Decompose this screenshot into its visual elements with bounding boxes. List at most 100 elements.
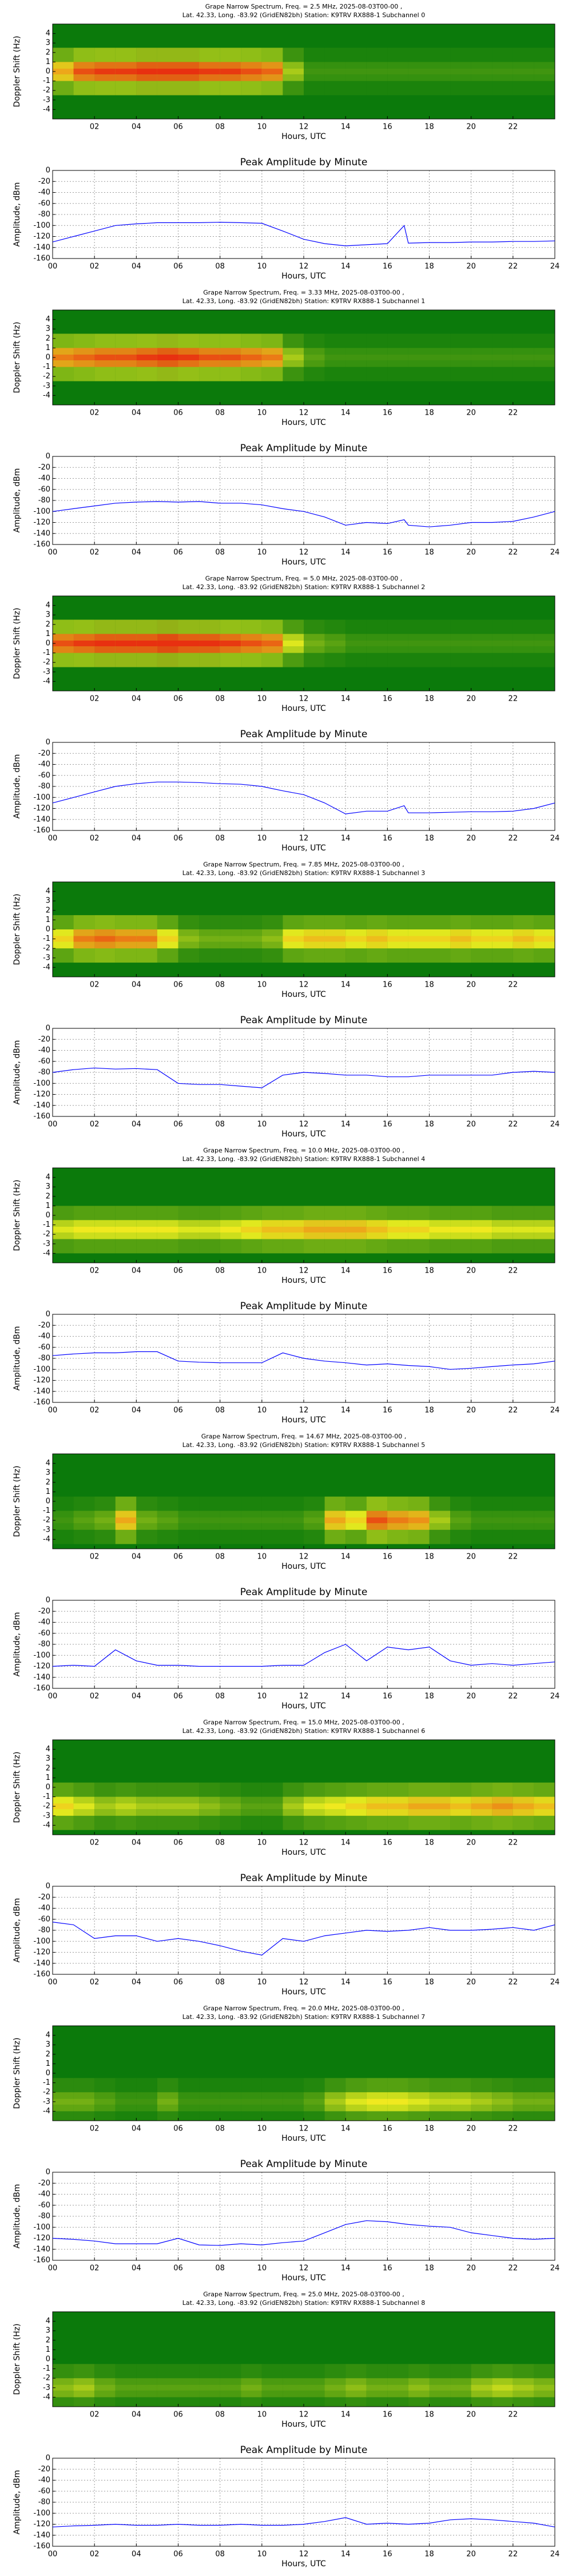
y-tick-label: -1 (43, 2078, 50, 2087)
spectrum-core (492, 2098, 513, 2105)
spectrum-core (429, 936, 451, 942)
y-tick-label: -2 (43, 2088, 50, 2097)
spectrum-core (94, 936, 116, 942)
spectrum-core (178, 1803, 200, 1810)
spectrum-core (53, 641, 74, 646)
x-axis-label: Hours, UTC (281, 132, 326, 141)
y-tick-label: -20 (38, 177, 50, 186)
y-axis-label: Doppler Shift (Hz) (13, 1180, 22, 1251)
x-tick-label: 18 (424, 834, 434, 843)
amplitude-line (52, 501, 555, 527)
x-axis-label: Hours, UTC (281, 2559, 326, 2569)
y-tick-label: 2 (46, 1192, 50, 1200)
x-tick-label: 14 (341, 409, 351, 418)
y-tick-label: 0 (46, 1024, 50, 1033)
spectrum-core (366, 1517, 388, 1524)
x-tick-label: 16 (383, 1978, 392, 1987)
spectrum-core (136, 69, 157, 74)
y-tick-label: -1 (43, 935, 50, 943)
chart-title: Grape Narrow Spectrum, Freq. = 14.67 MHz… (201, 1433, 407, 1440)
spectrum-core (73, 1803, 95, 1810)
spectrum-core (178, 2098, 200, 2105)
spectrum-core (492, 355, 513, 360)
y-tick-label: -2 (43, 1802, 50, 1811)
x-tick-label: 22 (509, 834, 518, 843)
spectrum-core (534, 355, 555, 360)
y-tick-label: 0 (46, 639, 50, 648)
plot-frame (52, 309, 555, 406)
spectrum-core (178, 1517, 200, 1524)
x-tick-label: 12 (299, 409, 309, 418)
spectrum-core (53, 1517, 74, 1524)
x-tick-label: 18 (424, 548, 434, 557)
y-tick-label: -60 (38, 1343, 50, 1351)
y-tick-label: -160 (33, 1684, 50, 1693)
chart-title: Peak Amplitude by Minute (240, 2158, 368, 2170)
spectrum-core (450, 1803, 471, 1810)
spectrum-core (345, 355, 367, 360)
spectrum-core (115, 1226, 137, 1233)
x-tick-label: 16 (383, 409, 392, 418)
x-tick-label: 18 (424, 695, 434, 703)
y-tick-label: 3 (46, 2041, 50, 2049)
spectrum-core (220, 2384, 241, 2391)
y-tick-label: -1 (43, 1792, 50, 1801)
spectrum-core (471, 2384, 492, 2391)
spectrum-core (513, 1517, 534, 1524)
y-tick-label: -3 (43, 953, 50, 962)
x-tick-label: 10 (257, 1267, 267, 1275)
spectrum-core (199, 2384, 220, 2391)
spectrum-core (471, 1803, 492, 1810)
spectrum-core (241, 1226, 262, 1233)
y-tick-label: -120 (33, 518, 50, 527)
spectrum-core (136, 1517, 157, 1524)
x-tick-label: 12 (299, 834, 309, 843)
x-axis-label: Hours, UTC (281, 1276, 326, 1285)
spectrum-core (73, 1517, 95, 1524)
spectrum-core (283, 69, 304, 74)
spectrum-core (324, 641, 346, 646)
spectrum-core (492, 936, 513, 942)
y-axis-label: Amplitude, dBm (13, 1326, 22, 1391)
spectrum-core (366, 936, 388, 942)
spectrum-core (73, 2384, 95, 2391)
y-tick-label: -140 (33, 1101, 50, 1110)
spectrum-core (304, 355, 325, 360)
y-tick-label: -100 (33, 1651, 50, 1660)
y-axis-label: Doppler Shift (Hz) (13, 2038, 22, 2109)
plot-frame (52, 1314, 555, 1403)
x-tick-label: 20 (466, 1120, 476, 1129)
spectrum-core (324, 1517, 346, 1524)
y-tick-label: -4 (43, 2393, 50, 2402)
x-tick-label: 06 (173, 2411, 183, 2419)
spectrum-core (345, 1517, 367, 1524)
x-tick-label: 04 (132, 1120, 141, 1129)
y-tick-label: -80 (38, 1926, 50, 1935)
x-tick-label: 06 (173, 123, 183, 132)
spectrum-core (157, 2098, 178, 2105)
y-tick-label: 3 (46, 39, 50, 47)
spectrum-core (261, 1803, 283, 1810)
chart-subtitle: Lat. 42.33, Long. -83.92 (GridEN82bh) St… (182, 1155, 425, 1163)
y-tick-label: -160 (33, 1398, 50, 1407)
x-tick-label: 14 (341, 1978, 351, 1987)
spectrum-core (304, 1517, 325, 1524)
spectrum-core (324, 936, 346, 942)
spectrum-core (387, 641, 408, 646)
x-tick-label: 20 (466, 2125, 476, 2133)
y-tick-label: -40 (38, 188, 50, 197)
y-tick-label: -20 (38, 2179, 50, 2188)
spectrum-core (157, 1517, 178, 1524)
chart-title: Peak Amplitude by Minute (240, 157, 368, 168)
x-tick-label: 16 (383, 1553, 392, 1561)
chart-title: Grape Narrow Spectrum, Freq. = 3.33 MHz,… (203, 289, 404, 296)
x-tick-label: 14 (341, 1839, 351, 1847)
x-tick-label: 00 (48, 1978, 58, 1987)
x-tick-label: 16 (383, 263, 392, 271)
chart-subtitle: Lat. 42.33, Long. -83.92 (GridEN82bh) St… (182, 869, 425, 877)
x-tick-label: 04 (132, 1406, 141, 1415)
y-tick-label: -100 (33, 1079, 50, 1088)
x-tick-label: 20 (466, 263, 476, 271)
x-tick-label: 20 (466, 695, 476, 703)
